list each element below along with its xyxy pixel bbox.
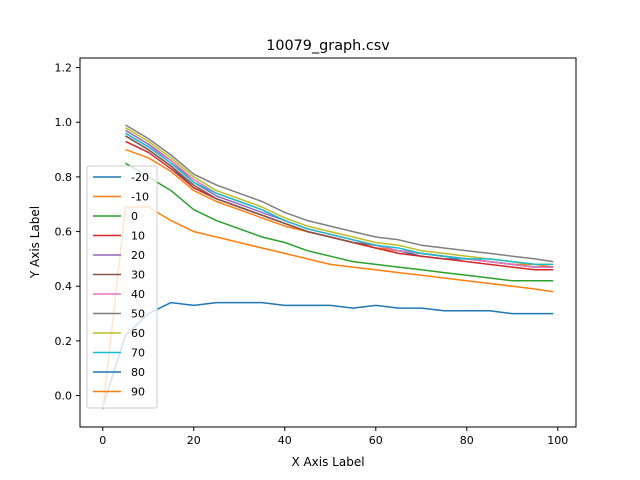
y-axis: 0.0 0.2 0.4 0.6 0.8 1.0 1.2 xyxy=(55,62,80,403)
x-tick-label: 60 xyxy=(369,434,383,447)
x-axis-label: X Axis Label xyxy=(291,455,364,469)
series-line-90 xyxy=(102,206,554,410)
legend-label: -20 xyxy=(131,171,149,184)
legend-label: 90 xyxy=(131,386,145,399)
legend-label: 50 xyxy=(131,308,145,321)
series-layer xyxy=(102,124,554,410)
legend-label: 80 xyxy=(131,366,145,379)
y-tick-label: 0.0 xyxy=(55,390,73,403)
x-tick-label: 100 xyxy=(547,434,568,447)
y-tick-label: 0.8 xyxy=(55,171,73,184)
series-line-70 xyxy=(125,132,554,266)
y-tick-label: 0.6 xyxy=(55,226,73,239)
series-line-80 xyxy=(102,301,554,407)
legend-label: 20 xyxy=(131,249,145,262)
series-line-50 xyxy=(125,124,554,263)
legend-label: 0 xyxy=(131,210,138,223)
legend-label: 40 xyxy=(131,288,145,301)
y-tick-label: 0.2 xyxy=(55,335,73,348)
y-axis-label: Y Axis Label xyxy=(28,206,42,279)
plot-area-frame xyxy=(79,57,577,428)
x-tick-label: 0 xyxy=(99,434,106,447)
chart-title: 10079_graph.csv xyxy=(266,38,390,54)
legend-label: -10 xyxy=(131,191,149,204)
legend: -20 -10 0 10 20 30 40 50 60 70 80 90 xyxy=(86,165,158,409)
x-tick-label: 20 xyxy=(187,434,201,447)
x-tick-label: 80 xyxy=(460,434,474,447)
legend-label: 30 xyxy=(131,269,145,282)
x-tick-label: 40 xyxy=(278,434,292,447)
legend-label: 10 xyxy=(131,230,145,243)
legend-label: 70 xyxy=(131,347,145,360)
x-axis: 0 20 40 60 80 100 xyxy=(99,427,568,447)
y-tick-label: 0.4 xyxy=(55,280,73,293)
series-line-0 xyxy=(125,162,554,282)
legend-box xyxy=(86,165,158,409)
legend-label: 60 xyxy=(131,327,145,340)
y-tick-label: 1.0 xyxy=(55,116,73,129)
y-tick-label: 1.2 xyxy=(55,62,73,75)
